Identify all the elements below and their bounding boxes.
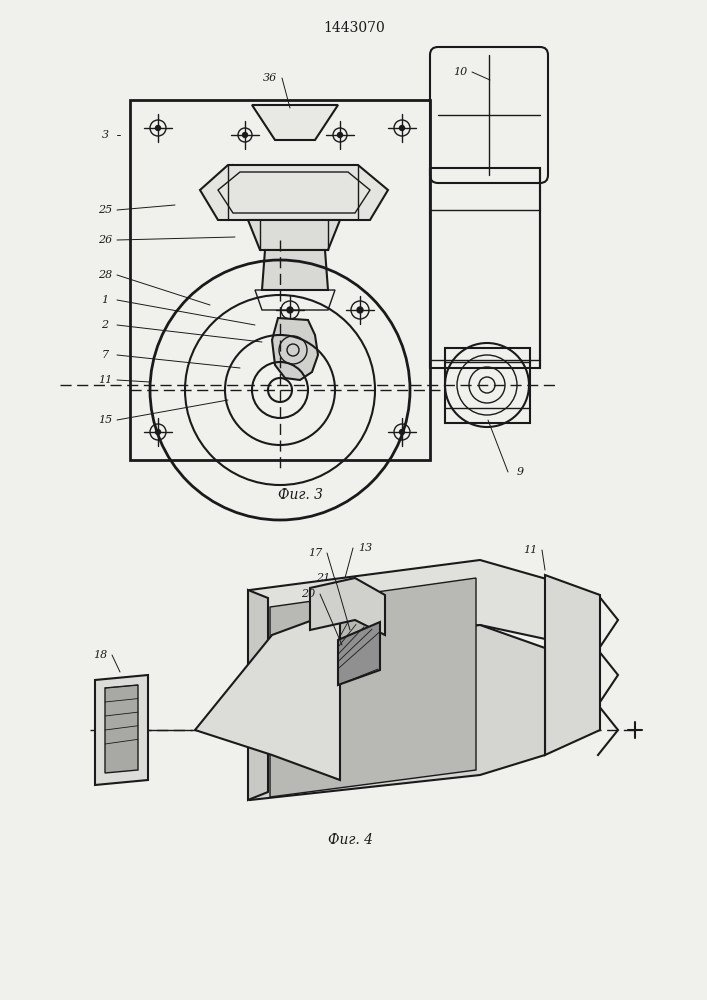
Polygon shape — [250, 560, 550, 655]
Text: 9: 9 — [516, 467, 524, 477]
Text: 18: 18 — [93, 650, 107, 660]
Polygon shape — [248, 590, 268, 800]
Text: 1443070: 1443070 — [323, 21, 385, 35]
Polygon shape — [272, 318, 318, 380]
Text: 25: 25 — [98, 205, 112, 215]
Circle shape — [357, 307, 363, 313]
Text: 20: 20 — [301, 589, 315, 599]
Circle shape — [243, 132, 247, 137]
Text: 7: 7 — [101, 350, 109, 360]
Polygon shape — [248, 220, 340, 250]
Polygon shape — [338, 622, 380, 685]
Polygon shape — [545, 575, 600, 755]
Text: Фиг. 4: Фиг. 4 — [327, 833, 373, 847]
Polygon shape — [195, 610, 340, 780]
Text: 21: 21 — [316, 573, 330, 583]
Text: Фиг. 3: Фиг. 3 — [278, 488, 322, 502]
Polygon shape — [105, 685, 138, 773]
Text: 11: 11 — [523, 545, 537, 555]
Text: 36: 36 — [263, 73, 277, 83]
Text: 11: 11 — [98, 375, 112, 385]
Circle shape — [337, 132, 342, 137]
Text: 10: 10 — [453, 67, 467, 77]
Text: 13: 13 — [358, 543, 372, 553]
Circle shape — [399, 125, 404, 130]
Text: 26: 26 — [98, 235, 112, 245]
Polygon shape — [252, 105, 338, 140]
Circle shape — [156, 125, 160, 130]
Polygon shape — [200, 165, 388, 220]
Circle shape — [230, 176, 235, 180]
Text: 2: 2 — [101, 320, 109, 330]
Text: 28: 28 — [98, 270, 112, 280]
Bar — [430, 168, 540, 368]
Circle shape — [287, 307, 293, 313]
Text: 17: 17 — [308, 548, 322, 558]
Polygon shape — [262, 250, 328, 290]
Circle shape — [156, 430, 160, 434]
Polygon shape — [250, 625, 545, 800]
Polygon shape — [95, 675, 148, 785]
Polygon shape — [270, 578, 476, 797]
Text: 15: 15 — [98, 415, 112, 425]
Bar — [130, 100, 430, 460]
Text: 1: 1 — [101, 295, 109, 305]
Polygon shape — [310, 578, 385, 635]
Text: 3: 3 — [101, 130, 109, 140]
Circle shape — [351, 176, 356, 180]
Bar — [445, 348, 530, 423]
Circle shape — [399, 430, 404, 434]
